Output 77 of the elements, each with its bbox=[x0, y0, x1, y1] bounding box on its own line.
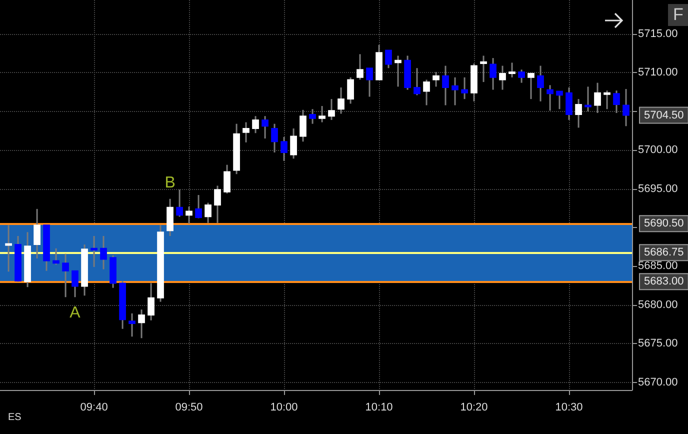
text: ES bbox=[8, 412, 22, 423]
candlestick bbox=[604, 90, 610, 110]
candlestick bbox=[176, 188, 183, 218]
candlestick bbox=[394, 54, 402, 88]
candlestick bbox=[480, 54, 487, 83]
text: F bbox=[668, 4, 688, 26]
candlestick bbox=[594, 82, 601, 114]
candlestick bbox=[318, 105, 326, 124]
candlestick bbox=[166, 198, 174, 237]
candlestick bbox=[584, 86, 592, 112]
candlestick bbox=[52, 248, 60, 266]
candlestick bbox=[186, 206, 192, 224]
candlestick bbox=[262, 115, 268, 140]
candlestick bbox=[414, 67, 420, 96]
y-tick-label: 5670.00 bbox=[638, 376, 678, 388]
y-tick-label: 5685.00 bbox=[638, 260, 678, 272]
candlestick bbox=[366, 67, 373, 98]
candlestick bbox=[224, 164, 230, 194]
y-tick-label: 5700.00 bbox=[638, 144, 678, 156]
x-tick-label: 09:50 bbox=[175, 402, 203, 414]
ref-line-label: 5686.75 bbox=[644, 246, 684, 259]
candlestick bbox=[423, 78, 430, 106]
annotation: A bbox=[70, 304, 81, 322]
y-tick-label: 5680.00 bbox=[638, 298, 678, 311]
candlestick bbox=[90, 235, 98, 268]
y-tick-label: 5675.00 bbox=[638, 338, 678, 350]
candlestick bbox=[566, 86, 572, 121]
candlestick bbox=[128, 312, 136, 338]
candlestick bbox=[347, 76, 354, 104]
ref-line-label: 5683.00 bbox=[644, 276, 684, 288]
candlestick bbox=[242, 122, 250, 144]
candlestick bbox=[490, 57, 496, 91]
candlestick bbox=[5, 224, 12, 272]
candlestick bbox=[300, 109, 306, 142]
y-tick-label: 5710.00 bbox=[638, 66, 678, 79]
x-tick-label: 10:30 bbox=[555, 402, 583, 414]
candlestick bbox=[214, 184, 221, 224]
x-tick-label: 10:20 bbox=[460, 402, 488, 414]
x-tick-label: 10:00 bbox=[270, 402, 298, 414]
candlestick bbox=[556, 90, 563, 110]
candlestick bbox=[518, 68, 525, 84]
candlestick bbox=[338, 86, 344, 114]
candlestick bbox=[442, 65, 449, 106]
x-tick-label: 09:40 bbox=[80, 402, 108, 414]
candlestick bbox=[452, 76, 458, 106]
candlestick bbox=[62, 253, 69, 298]
y-tick-label: 5695.00 bbox=[638, 182, 678, 195]
candlestick bbox=[499, 65, 506, 91]
x-tick-label: 10:10 bbox=[365, 402, 393, 414]
candlestick bbox=[204, 202, 212, 224]
candlestick bbox=[546, 84, 554, 112]
candlestick bbox=[100, 235, 107, 270]
candlestick bbox=[622, 88, 630, 127]
candlestick bbox=[461, 76, 468, 100]
candlestick bbox=[148, 282, 154, 322]
candlestick bbox=[613, 90, 620, 114]
candlestick bbox=[195, 194, 202, 219]
candlestick bbox=[328, 98, 335, 121]
candlestick bbox=[385, 50, 392, 69]
ref-line-label: 5690.50 bbox=[644, 218, 684, 230]
candlestick bbox=[271, 123, 278, 154]
candlestick bbox=[138, 308, 145, 339]
y-tick-label: 5715.00 bbox=[638, 28, 678, 40]
candlestick bbox=[72, 270, 78, 298]
candlestick bbox=[575, 98, 582, 128]
candlestick bbox=[356, 53, 364, 80]
annotation: B bbox=[164, 174, 176, 192]
candlestick bbox=[280, 136, 288, 162]
candlestick bbox=[508, 62, 516, 78]
candlestick bbox=[252, 115, 259, 134]
candlestick bbox=[432, 71, 440, 88]
candlestick bbox=[528, 72, 534, 100]
candlestick bbox=[290, 128, 297, 160]
annotation: 5704.50 bbox=[644, 109, 684, 122]
candlestick bbox=[34, 208, 40, 260]
candlestick bbox=[309, 108, 316, 125]
candlestick bbox=[537, 65, 544, 102]
